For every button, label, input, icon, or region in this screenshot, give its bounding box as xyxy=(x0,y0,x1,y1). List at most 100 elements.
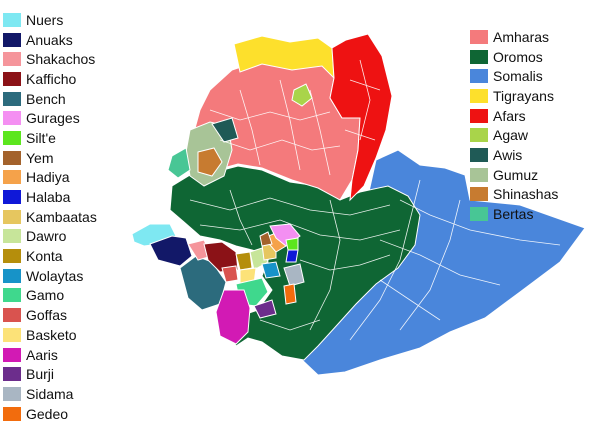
legend-item: Wolaytas xyxy=(3,266,97,286)
ethnic-map xyxy=(131,33,586,376)
region-aaris xyxy=(215,289,251,345)
legend-label: Tigrayans xyxy=(493,87,554,104)
region-burji xyxy=(253,299,277,319)
zone-borders xyxy=(189,59,561,341)
legend-item: Shinashas xyxy=(470,185,558,205)
legend-label: Bench xyxy=(26,90,66,107)
legend-label: Shinashas xyxy=(493,186,559,203)
region-awis xyxy=(211,117,239,143)
legend-label: Kafficho xyxy=(26,70,77,87)
legend-swatch xyxy=(3,71,21,86)
legend-swatch xyxy=(3,170,21,185)
legend-label: Agaw xyxy=(493,127,529,144)
legend-item: Goffas xyxy=(3,305,97,325)
legend-swatch xyxy=(470,167,488,182)
legend-swatch xyxy=(3,150,21,165)
region-yem xyxy=(259,231,273,247)
legend-item: Bench xyxy=(3,89,97,109)
legend-label: Hadiya xyxy=(26,169,70,186)
legend-swatch xyxy=(470,108,488,123)
legend-swatch xyxy=(3,229,21,244)
region-goffas xyxy=(221,265,239,283)
legend-item: Gamo xyxy=(3,286,97,306)
legend-item: Halaba xyxy=(3,187,97,207)
legend-item: Kafficho xyxy=(3,69,97,89)
legend-label: Silt'e xyxy=(26,129,56,146)
region-kafficho xyxy=(203,241,239,273)
region-halaba xyxy=(285,249,299,263)
region-konta xyxy=(235,251,253,271)
legend-swatch xyxy=(3,268,21,283)
legend-swatch xyxy=(470,187,488,202)
legend-swatch xyxy=(470,88,488,103)
region-wolaytas xyxy=(261,261,281,279)
legend-swatch xyxy=(3,347,21,362)
legend-item: Dawro xyxy=(3,227,97,247)
legend-item: Somalis xyxy=(470,66,558,86)
legend-swatch xyxy=(3,308,21,323)
legend-swatch xyxy=(3,288,21,303)
legend-item: Agaw xyxy=(470,125,558,145)
legend-swatch xyxy=(3,327,21,342)
region-bertas xyxy=(167,147,191,179)
legend-swatch xyxy=(3,111,21,126)
legend-label: Konta xyxy=(26,248,63,265)
legend-item: Anuaks xyxy=(3,30,97,50)
legend-label: Bertas xyxy=(493,206,534,223)
legend-label: Burji xyxy=(26,366,55,383)
legend-swatch xyxy=(470,49,488,64)
legend-label: Kambaatas xyxy=(26,208,97,225)
legend-label: Dawro xyxy=(26,228,67,245)
legend-swatch xyxy=(3,386,21,401)
legend-item: Basketo xyxy=(3,325,97,345)
legend-label: Anuaks xyxy=(26,31,73,48)
legend-right: Amharas Oromos Somalis Tigrayans Afars Agaw Aw… xyxy=(470,27,558,224)
legend-item: Awis xyxy=(470,145,558,165)
region-sidama xyxy=(283,263,305,287)
legend-label: Awis xyxy=(493,146,523,163)
legend-item: Aaris xyxy=(3,345,97,365)
legend-swatch xyxy=(3,12,21,27)
legend-item: Gedeo xyxy=(3,404,97,423)
legend-label: Basketo xyxy=(26,326,77,343)
legend-swatch xyxy=(470,69,488,84)
legend-swatch xyxy=(470,29,488,44)
legend-label: Wolaytas xyxy=(26,267,84,284)
legend-label: Halaba xyxy=(26,189,71,206)
region-shinashas xyxy=(197,147,223,177)
legend-item: Afars xyxy=(470,106,558,126)
legend-label: Gumuz xyxy=(493,166,539,183)
legend-swatch xyxy=(3,209,21,224)
legend-swatch xyxy=(3,130,21,145)
legend-item: Hadiya xyxy=(3,168,97,188)
region-anuaks xyxy=(149,235,193,267)
legend-left: Nuers Anuaks Shakachos Kafficho Bench Gurages… xyxy=(3,10,97,423)
legend-label: Gurages xyxy=(26,110,80,127)
legend-item: Nuers xyxy=(3,10,97,30)
legend-swatch xyxy=(3,52,21,67)
legend-swatch xyxy=(470,147,488,162)
legend-item: Tigrayans xyxy=(470,86,558,106)
legend-item: Konta xyxy=(3,246,97,266)
region-silte xyxy=(285,237,299,251)
legend-label: Yem xyxy=(26,149,54,166)
region-agaw xyxy=(291,83,313,107)
legend-item: Gurages xyxy=(3,108,97,128)
legend-swatch xyxy=(3,249,21,264)
legend-swatch xyxy=(3,190,21,205)
legend-label: Amharas xyxy=(493,28,550,45)
legend-label: Shakachos xyxy=(26,51,96,68)
legend-item: Silt'e xyxy=(3,128,97,148)
legend-item: Kambaatas xyxy=(3,207,97,227)
legend-label: Nuers xyxy=(26,11,64,28)
legend-label: Goffas xyxy=(26,307,67,324)
region-afars xyxy=(329,33,393,202)
legend-label: Gamo xyxy=(26,287,65,304)
legend-swatch xyxy=(3,91,21,106)
legend-label: Afars xyxy=(493,107,526,124)
legend-item: Sidama xyxy=(3,384,97,404)
legend-swatch xyxy=(3,367,21,382)
legend-item: Yem xyxy=(3,148,97,168)
legend-label: Aaris xyxy=(26,346,58,363)
legend-item: Bertas xyxy=(470,204,558,224)
